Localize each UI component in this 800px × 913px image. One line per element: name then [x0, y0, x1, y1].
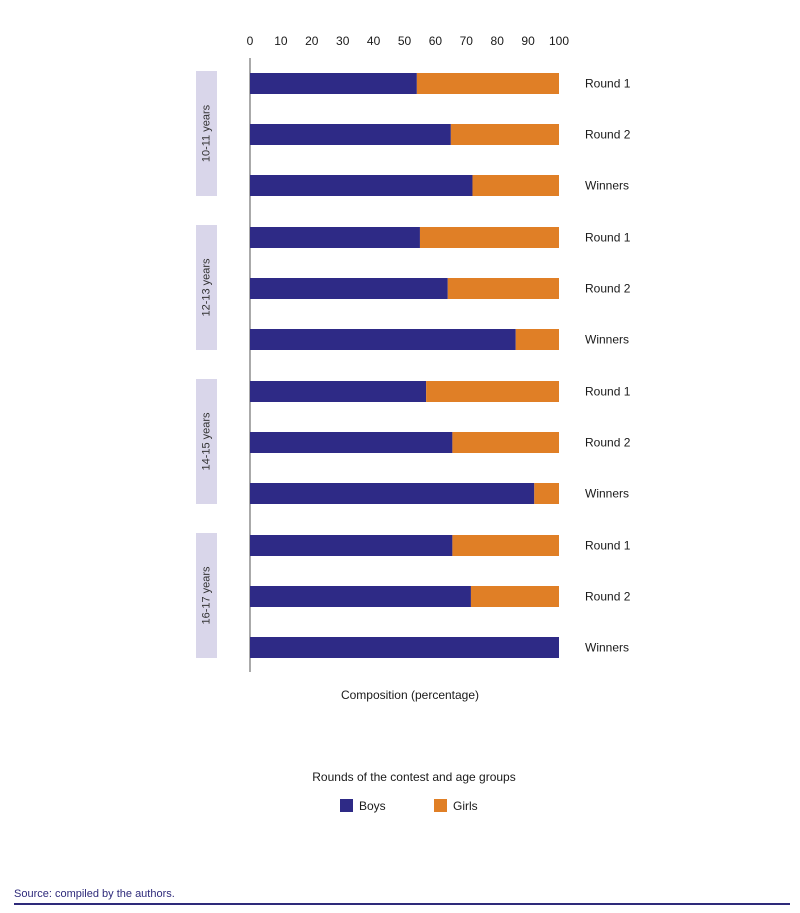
group-label: 16-17 years [200, 566, 212, 625]
bar-boys [250, 124, 451, 145]
bar-girls [470, 586, 559, 607]
x-tick-label: 60 [429, 34, 443, 48]
category-label: Round 2 [585, 436, 631, 450]
category-label: Winners [585, 487, 629, 501]
bar-girls [419, 227, 559, 248]
x-tick-label: 30 [336, 34, 350, 48]
bar-boys [250, 278, 448, 299]
source-divider [14, 903, 790, 905]
group-band [196, 71, 217, 196]
legend-swatch [340, 799, 353, 812]
x-tick-label: 100 [549, 34, 569, 48]
x-axis-title: Composition (percentage) [341, 688, 479, 702]
category-label: Round 1 [585, 385, 631, 399]
group-label: 14-15 years [200, 412, 212, 471]
bar-boys [250, 637, 559, 658]
bar-boys [250, 227, 420, 248]
x-tick-label: 90 [521, 34, 535, 48]
category-label: Winners [585, 333, 629, 347]
group-band [196, 533, 217, 658]
x-tick-label: 10 [274, 34, 288, 48]
x-tick-label: 80 [491, 34, 505, 48]
category-label: Round 1 [585, 539, 631, 553]
bar-boys [250, 175, 473, 196]
bar-girls [472, 175, 559, 196]
bar-girls [447, 278, 559, 299]
bar-boys [250, 381, 427, 402]
x-tick-label: 20 [305, 34, 319, 48]
group-band [196, 379, 217, 504]
legend-swatch [434, 799, 447, 812]
legend-title: Rounds of the contest and age groups [312, 770, 515, 784]
category-label: Round 2 [585, 590, 631, 604]
group-band [196, 225, 217, 350]
x-tick-label: 40 [367, 34, 381, 48]
bar-girls [534, 483, 559, 504]
bar-girls [452, 432, 559, 453]
bar-girls [426, 381, 559, 402]
category-label: Round 2 [585, 282, 631, 296]
bar-boys [250, 432, 453, 453]
legend-label: Boys [359, 799, 386, 813]
group-label: 12-13 years [200, 258, 212, 317]
category-label: Winners [585, 179, 629, 193]
category-label: Winners [585, 641, 629, 655]
category-label: Round 2 [585, 128, 631, 142]
source-note: Source: compiled by the authors. [14, 888, 175, 900]
bar-boys [250, 73, 417, 94]
bar-boys [250, 586, 471, 607]
category-label: Round 1 [585, 77, 631, 91]
x-tick-label: 50 [398, 34, 412, 48]
bar-girls [450, 124, 559, 145]
bar-girls [452, 535, 559, 556]
bar-boys [250, 329, 516, 350]
category-label: Round 1 [585, 231, 631, 245]
bar-girls [515, 329, 559, 350]
bar-boys [250, 483, 535, 504]
x-tick-label: 70 [460, 34, 474, 48]
x-tick-label: 0 [247, 34, 254, 48]
bar-boys [250, 535, 453, 556]
group-label: 10-11 years [200, 104, 212, 162]
bar-girls [416, 73, 559, 94]
legend-label: Girls [453, 799, 478, 813]
